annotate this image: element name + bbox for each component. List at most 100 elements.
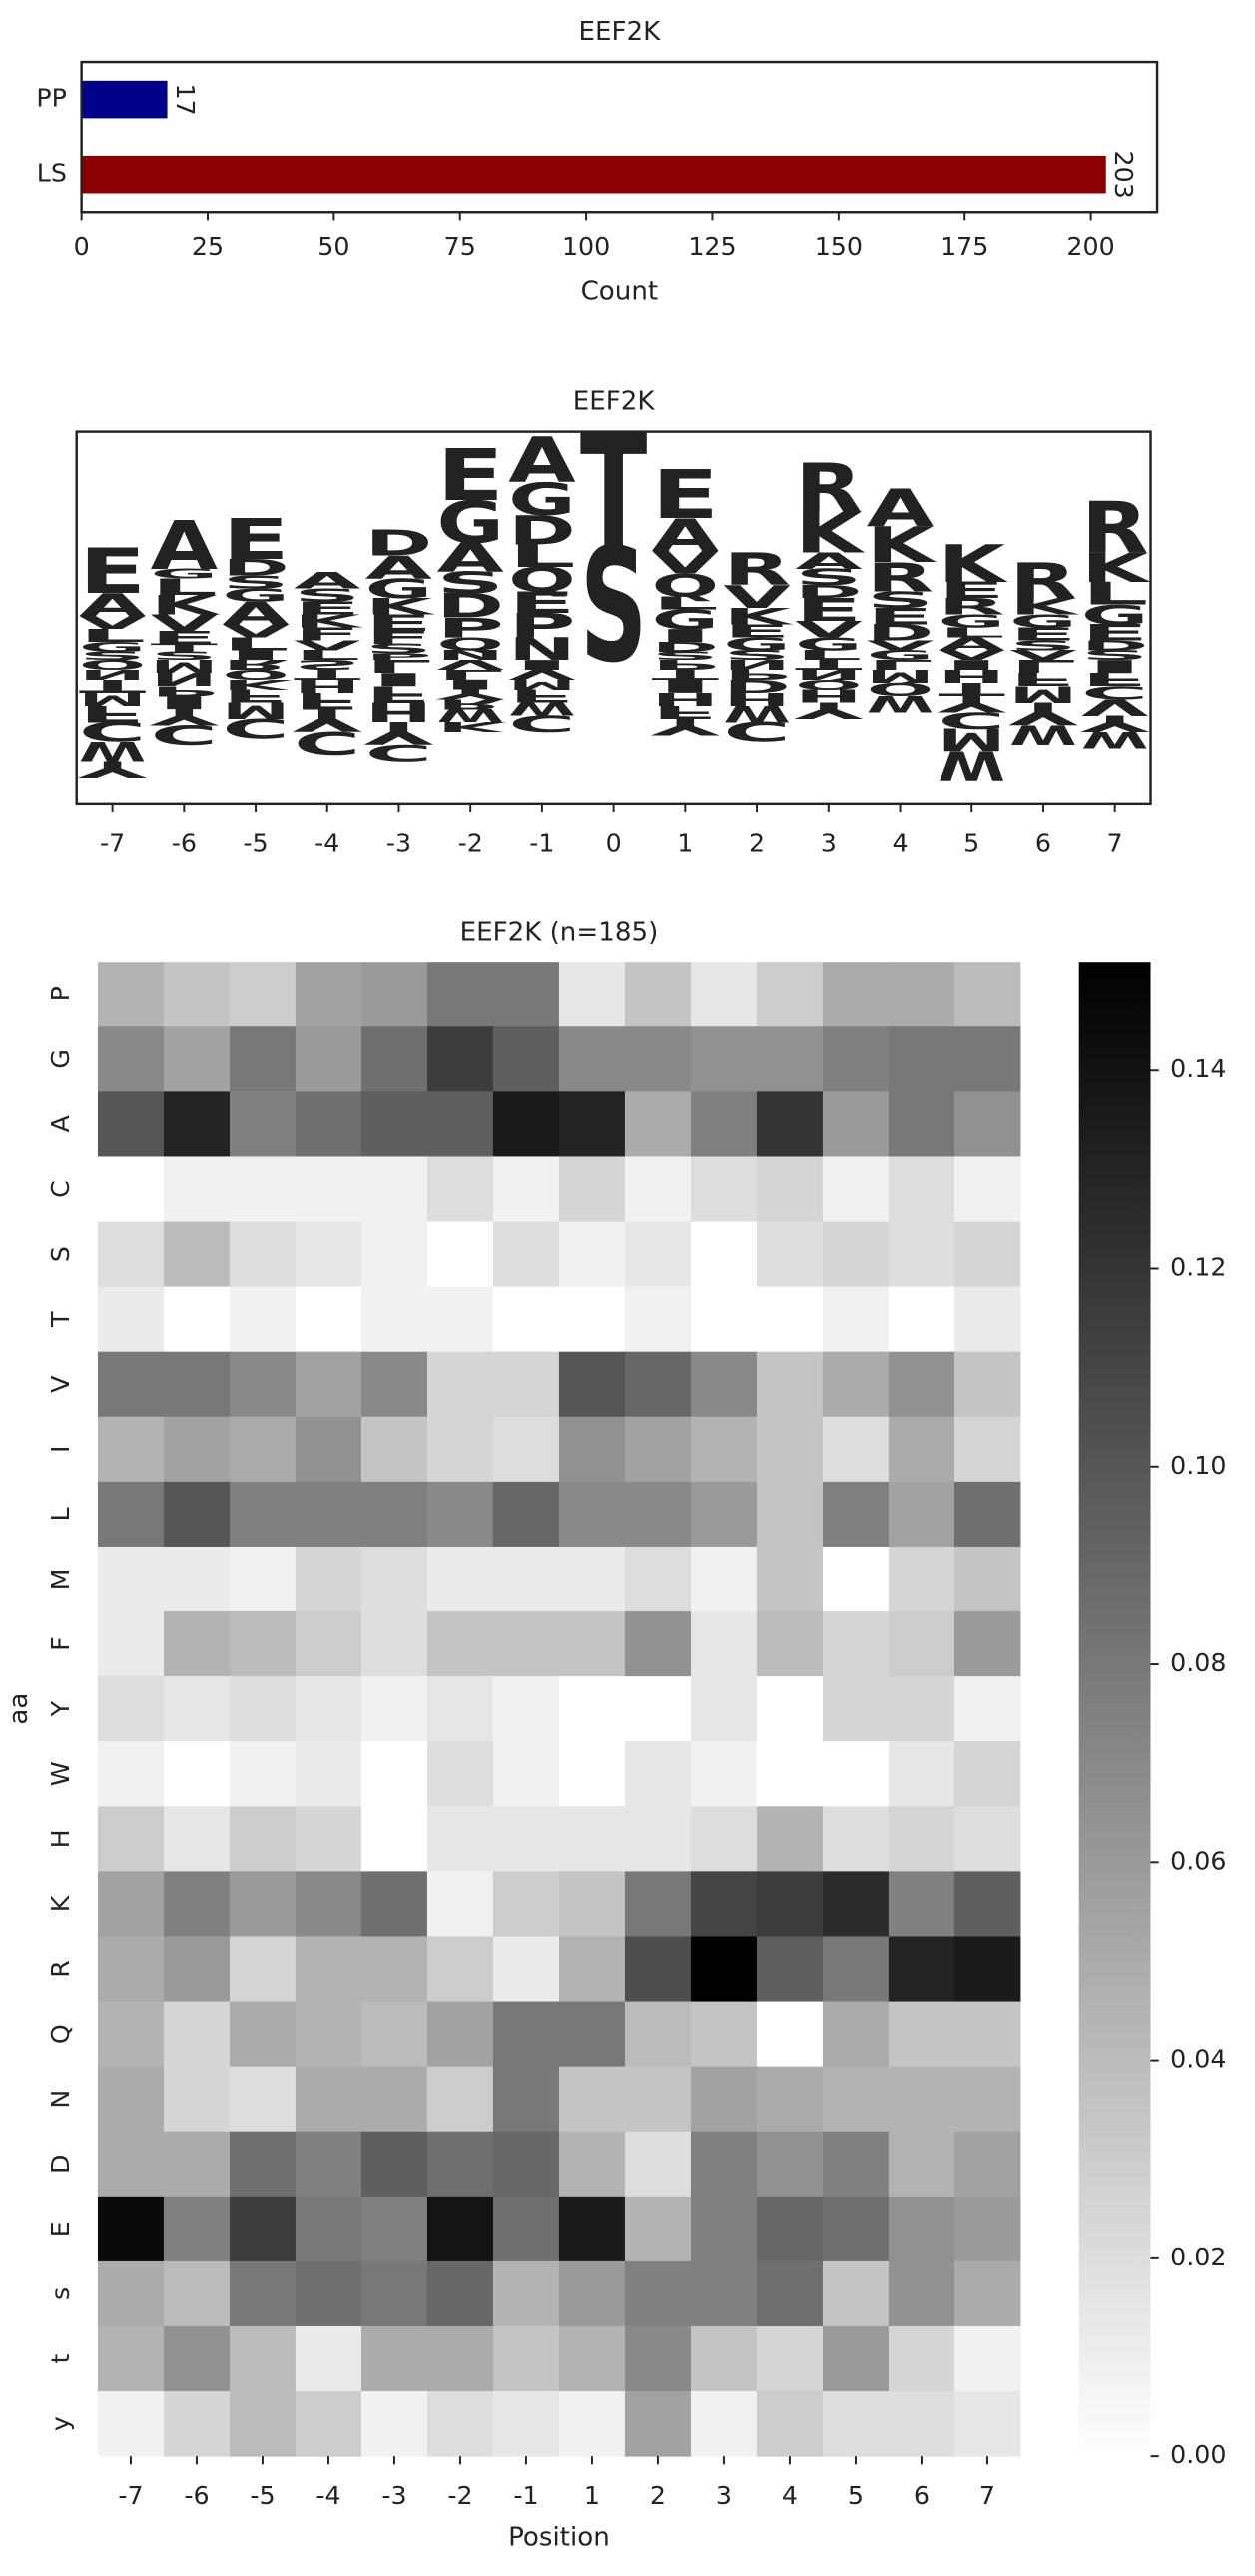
logo-letter: G	[508, 474, 575, 526]
chart-title: EEF2K	[578, 17, 661, 47]
heatmap-cell	[558, 1806, 626, 1872]
heatmap-cell	[97, 962, 165, 1027]
x-tick-label: -7	[100, 829, 125, 858]
heatmap-cell	[163, 2001, 231, 2068]
heatmap-cell	[360, 1286, 428, 1353]
heatmap-cell	[953, 2325, 1021, 2392]
heatmap-cell	[492, 1221, 560, 1288]
heatmap-cell	[953, 1026, 1021, 1092]
y-tick-label: E	[46, 2221, 75, 2237]
logo-letter: A	[79, 587, 149, 623]
heatmap-cell	[295, 1091, 362, 1157]
heatmap-cell	[229, 1416, 297, 1483]
heatmap-cell	[295, 2001, 362, 2068]
heatmap-cell	[492, 2325, 560, 2392]
logo-letter: K	[294, 612, 364, 633]
logo-letter: T	[151, 642, 222, 655]
heatmap-cell	[492, 1546, 560, 1612]
logo-letter: I	[652, 675, 719, 696]
heatmap-cell	[97, 1676, 165, 1742]
heatmap-cell	[163, 1481, 231, 1548]
heatmap-cell	[558, 2325, 626, 2392]
heatmap-cell	[756, 1351, 824, 1418]
logo-letter: G	[723, 635, 790, 656]
logo-letter: K	[436, 719, 512, 735]
heatmap-cell	[426, 2325, 494, 2392]
logo-letter: Q	[867, 678, 934, 699]
heatmap-cell	[690, 962, 758, 1027]
heatmap-cell	[229, 1156, 297, 1223]
logo-letter: A	[365, 550, 435, 586]
logo-letter: S	[365, 641, 432, 657]
logo-letter: F	[508, 684, 575, 705]
plot-frame	[75, 430, 1152, 806]
x-axis-label: Position	[508, 2522, 610, 2552]
logo-letter: C	[79, 715, 146, 746]
heatmap-cell	[756, 2066, 824, 2133]
logo-letter: E	[79, 534, 146, 608]
heatmap-cell	[360, 1546, 428, 1612]
heatmap-cell	[690, 1546, 758, 1612]
bar	[81, 155, 1106, 194]
heatmap-cell	[97, 1611, 165, 1677]
logo-letter: C	[151, 718, 218, 749]
logo-letter: W	[1081, 726, 1148, 752]
heatmap-cell	[953, 2001, 1021, 2068]
heatmap-cell	[295, 1676, 362, 1742]
logo-letter: P	[652, 657, 720, 673]
y-tick-label: G	[46, 1049, 75, 1069]
heatmap-cell	[426, 1416, 494, 1483]
heatmap-cell	[558, 2260, 626, 2327]
logo-letter: G	[1081, 600, 1148, 631]
logo-letter: S	[151, 651, 218, 664]
logo-letter: I	[436, 676, 503, 692]
logo-letter: D	[867, 620, 934, 646]
x-tick-label: 6	[914, 2481, 930, 2510]
logo-letter: A	[222, 595, 292, 631]
heatmap-cell	[163, 1936, 231, 2003]
heatmap-cell	[953, 1676, 1021, 1742]
heatmap-cell	[690, 1221, 758, 1288]
logo-letter: V	[795, 617, 866, 643]
logo-letter: G	[652, 605, 719, 636]
heatmap-cell	[624, 1546, 692, 1612]
x-axis-label: Count	[581, 277, 659, 307]
heatmap-cell	[163, 1546, 231, 1612]
heatmap-cell	[426, 2066, 494, 2133]
x-tick-label: -7	[118, 2481, 143, 2510]
heatmap-cell	[295, 1416, 362, 1483]
heatmap-cell	[690, 2066, 758, 2133]
heatmap-cell	[690, 1351, 758, 1418]
logo-letter: V	[867, 638, 937, 654]
logo-letter: M	[939, 721, 1005, 757]
heatmap-cell	[229, 1351, 297, 1418]
heatmap-cell	[492, 2391, 560, 2457]
heatmap-cell	[97, 1546, 165, 1612]
x-tick-label: 7	[1107, 829, 1123, 858]
heatmap-cell	[624, 962, 692, 1027]
heatmap-cell	[229, 1741, 297, 1807]
heatmap-cell	[360, 962, 428, 1027]
logo-letter: V	[1009, 648, 1079, 664]
x-tick-label: 25	[192, 232, 224, 261]
logo-letter: P	[723, 666, 791, 682]
heatmap-cell	[888, 2001, 955, 2068]
heatmap-cell	[492, 2196, 560, 2262]
y-tick-label: H	[46, 1829, 75, 1848]
logo-letter: C	[723, 715, 790, 746]
heatmap-cell	[756, 2001, 824, 2068]
heatmap-cell	[360, 2131, 428, 2198]
heatmap-cell	[558, 1351, 626, 1418]
heatmap-cell	[690, 1416, 758, 1483]
logo-letter: V	[508, 666, 578, 682]
logo-letter: A	[508, 423, 576, 497]
plot-frame	[80, 60, 1159, 214]
logo-letter: M	[1009, 681, 1076, 707]
heatmap-cell	[558, 1936, 626, 2003]
heatmap-cell	[97, 1156, 165, 1223]
logo-letter: E	[939, 578, 1005, 604]
logo-letter: W	[1009, 718, 1076, 749]
heatmap-cell	[163, 1091, 231, 1157]
logo-letter: L	[795, 648, 866, 664]
heatmap-cell	[558, 962, 626, 1027]
